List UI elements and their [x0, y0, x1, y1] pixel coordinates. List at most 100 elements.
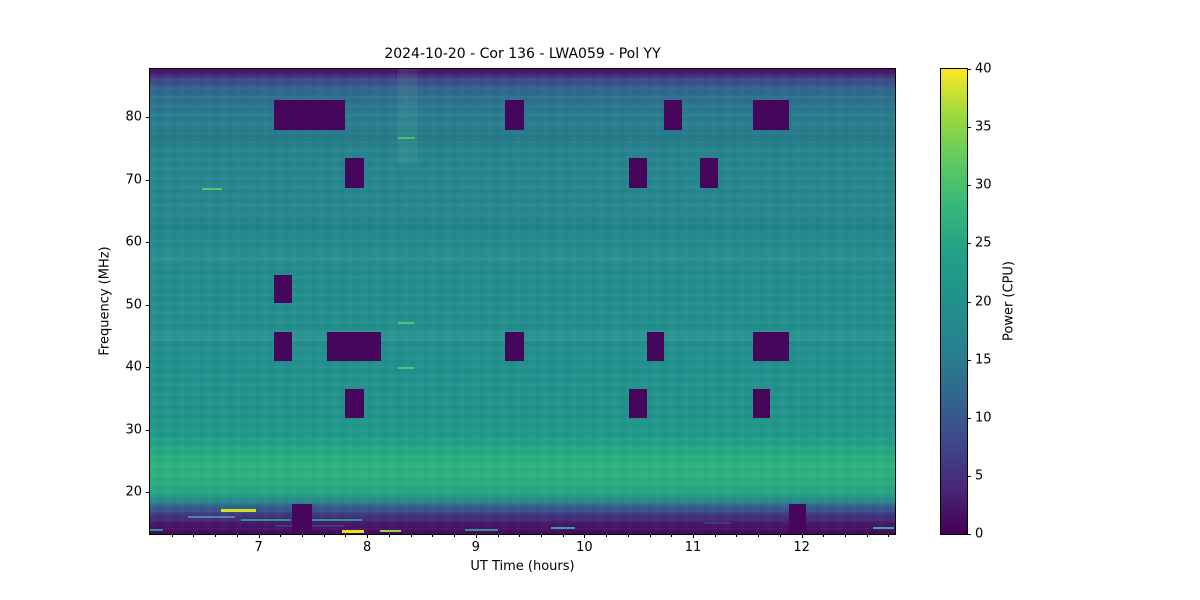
- y-tick-label: 50: [125, 297, 142, 313]
- x-minor-tick: [236, 534, 238, 537]
- colorbar-tick: [967, 127, 971, 129]
- x-minor-tick: [649, 534, 651, 537]
- y-tick-label: 80: [125, 109, 142, 125]
- y-tick-label: 60: [125, 234, 142, 250]
- rfi-flag-region: [699, 158, 718, 189]
- x-minor-tick: [388, 534, 390, 537]
- colorbar-tick-label: 35: [975, 119, 992, 135]
- x-tick: [584, 534, 586, 538]
- x-minor-tick: [193, 534, 195, 537]
- streak-line: [188, 516, 235, 519]
- colorbar-tick: [967, 534, 971, 535]
- rfi-flag-region: [505, 332, 524, 361]
- x-minor-tick: [866, 534, 868, 537]
- rfi-flag-region: [752, 100, 789, 131]
- x-minor-tick: [845, 534, 847, 537]
- band-overlay: [150, 220, 895, 233]
- x-tick: [801, 534, 803, 538]
- rfi-flag-region: [345, 389, 364, 419]
- x-minor-tick: [779, 534, 781, 537]
- x-minor-tick: [171, 534, 173, 537]
- y-tick: [146, 179, 150, 181]
- x-minor-tick: [215, 534, 217, 537]
- x-minor-tick: [454, 534, 456, 537]
- x-tick-label: 8: [363, 540, 372, 555]
- x-minor-tick: [323, 534, 325, 537]
- x-minor-tick: [302, 534, 304, 537]
- streak-line: [464, 529, 498, 532]
- x-minor-tick: [758, 534, 760, 537]
- band-overlay: [150, 252, 895, 265]
- colorbar-tick-label: 5: [975, 468, 984, 484]
- streak-line: [309, 519, 362, 522]
- colorbar-tick-label: 40: [975, 61, 992, 77]
- y-tick-label: 20: [125, 484, 142, 500]
- colorbar-tick: [967, 359, 971, 361]
- rfi-flag-region: [788, 504, 806, 534]
- streak-line: [342, 529, 364, 533]
- colorbar-tick-label: 20: [975, 294, 992, 309]
- colorbar: 0 5 10 15 20 25 30 35 40: [940, 63, 992, 541]
- streak-line: [397, 367, 414, 370]
- rfi-flag-region: [273, 100, 346, 131]
- streak-line: [380, 530, 401, 533]
- colorbar-tick-label: 15: [975, 352, 992, 368]
- rfi-flag-region: [505, 100, 524, 131]
- x-minor-tick: [540, 534, 542, 537]
- colorbar-tick-label: 0: [975, 526, 984, 542]
- colorbar-tick: [967, 243, 971, 245]
- y-tick: [146, 304, 150, 306]
- x-tick-label: 9: [471, 540, 480, 555]
- rfi-flag-region: [345, 158, 364, 189]
- x-tick-label: 10: [576, 540, 593, 555]
- y-tick: [146, 242, 150, 244]
- y-tick: [146, 117, 150, 119]
- y-tick-label: 30: [125, 422, 142, 438]
- rfi-flag-region: [327, 332, 382, 361]
- x-minor-tick: [671, 534, 673, 537]
- colorbar-tick: [967, 69, 971, 70]
- colorbar-gradient: [941, 69, 967, 534]
- colorbar-tick-label: 25: [975, 235, 992, 251]
- chart-title: 2024-10-20 - Cor 136 - LWA059 - Pol YY: [384, 46, 661, 62]
- x-minor-tick: [519, 534, 521, 537]
- colorbar-tick: [967, 417, 971, 419]
- x-minor-tick: [497, 534, 499, 537]
- rfi-flag-region: [752, 332, 789, 361]
- rfi-flag-region: [273, 332, 293, 361]
- x-minor-tick: [823, 534, 825, 537]
- x-tick-label: 12: [793, 540, 810, 555]
- y-tick: [146, 429, 150, 431]
- x-minor-tick: [627, 534, 629, 537]
- x-minor-tick: [714, 534, 716, 537]
- colorbar-tick: [967, 475, 971, 477]
- y-axis-label: Frequency (MHz): [97, 246, 113, 356]
- colorbar-tick-label: 10: [975, 410, 992, 426]
- x-minor-tick: [432, 534, 434, 537]
- rfi-flag-region: [647, 332, 664, 361]
- streak-line: [397, 321, 414, 324]
- x-minor-tick: [280, 534, 282, 537]
- streak-line: [397, 137, 415, 140]
- streak-line: [241, 519, 292, 522]
- rfi-flag-region: [663, 100, 683, 131]
- x-tick: [693, 534, 694, 538]
- rfi-flag-region: [752, 389, 771, 419]
- band-overlay: [150, 129, 895, 146]
- x-minor-tick: [410, 534, 412, 537]
- streak-line: [873, 527, 894, 530]
- rfi-flag-region: [292, 504, 312, 534]
- x-axis-label: UT Time (hours): [470, 559, 575, 574]
- x-minor-tick: [888, 534, 890, 537]
- rfi-flag-region: [628, 158, 648, 189]
- spectrogram: [150, 69, 895, 534]
- rfi-flag-region: [628, 389, 648, 419]
- streak-line: [202, 187, 222, 190]
- x-tick: [475, 534, 477, 538]
- x-minor-tick: [345, 534, 347, 537]
- streak-line: [150, 529, 164, 532]
- colorbar-tick: [967, 185, 971, 187]
- colorbar-tick: [967, 301, 971, 303]
- x-tick: [258, 534, 260, 538]
